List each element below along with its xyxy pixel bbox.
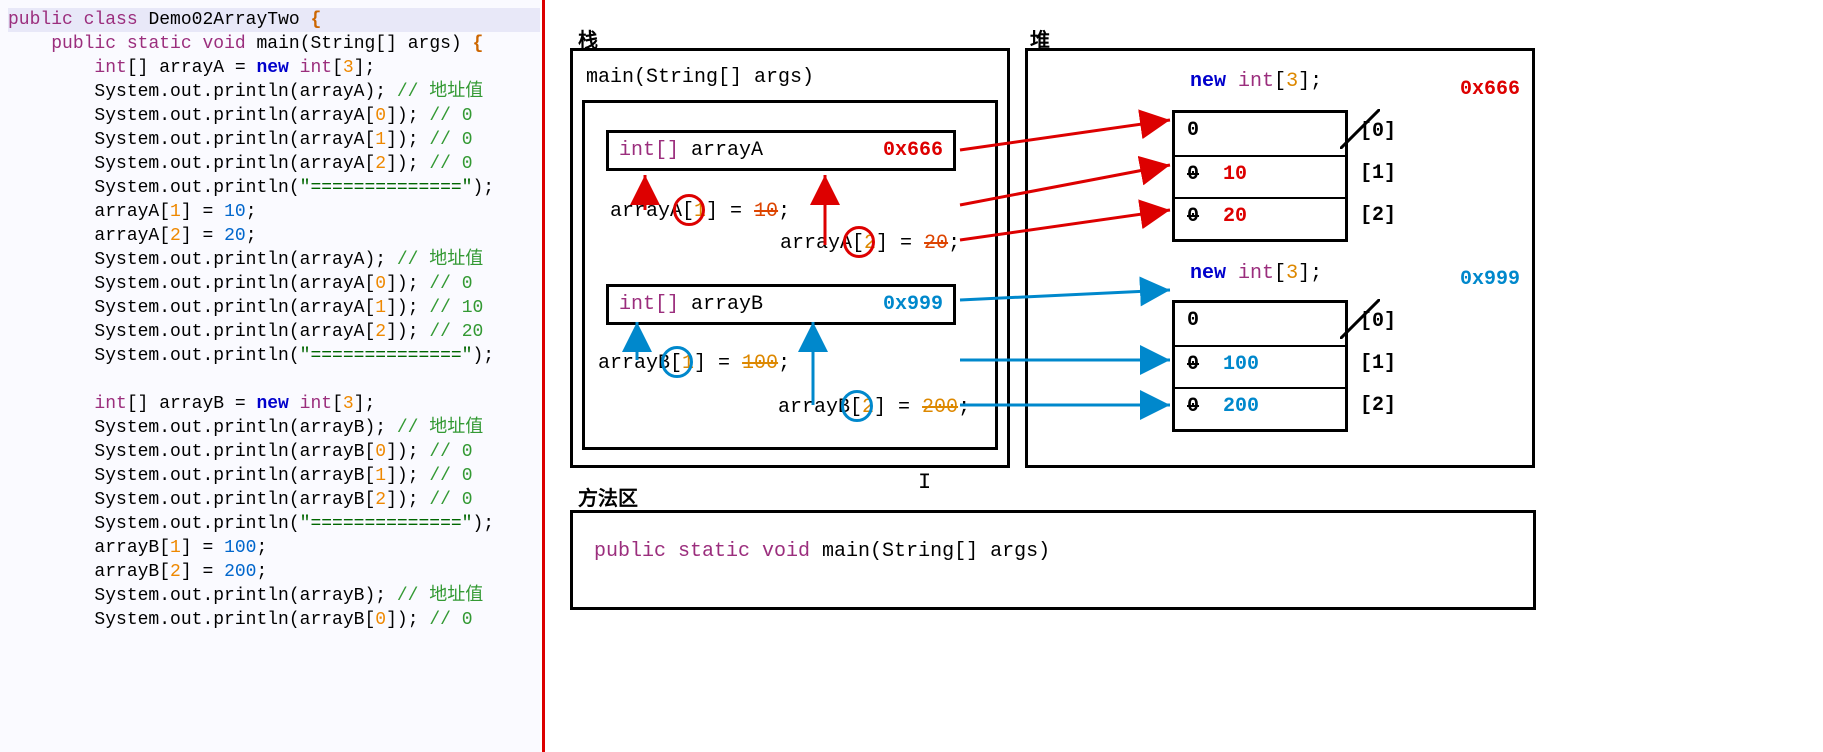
heap-arrA-row1: 0 10	[1175, 155, 1345, 197]
code-line: public class Demo02ArrayTwo {	[8, 8, 540, 32]
assignB1: arrayB[1] = 100;	[598, 352, 790, 375]
method-area-sig: public static void main(String[] args)	[594, 540, 1050, 563]
code-line: System.out.println(arrayA); // 地址值	[8, 248, 540, 272]
heap-arrA-table: 0 0 10 0 20	[1172, 110, 1348, 242]
heap-arrA-row0: 0	[1175, 113, 1345, 155]
vertical-divider	[542, 0, 545, 752]
varB-box: int[] arrayB 0x999	[606, 284, 956, 325]
heap-arrA-row2: 0 20	[1175, 197, 1345, 239]
circle-a2	[843, 226, 875, 258]
code-panel: public class Demo02ArrayTwo { public sta…	[0, 0, 540, 752]
code-line: System.out.println(arrayA[1]); // 0	[8, 128, 540, 152]
heap-arrB-decl: new int[3];	[1190, 262, 1322, 285]
circle-a1	[673, 194, 705, 226]
code-line: System.out.println(arrayA[0]); // 0	[8, 104, 540, 128]
circle-b1	[661, 346, 693, 378]
heap-arrB-row0: 0	[1175, 303, 1345, 345]
varA-box: int[] arrayA 0x666	[606, 130, 956, 171]
varA-addr: 0x666	[883, 139, 943, 162]
varB-name: arrayB	[691, 293, 763, 316]
code-line: int[] arrayB = new int[3];	[8, 392, 540, 416]
heap-arrA-decl: new int[3];	[1190, 70, 1322, 93]
arrB-idx1: [1]	[1360, 352, 1396, 375]
heap-arrB-row2: 0 200	[1175, 387, 1345, 429]
code-line: System.out.println("==============");	[8, 512, 540, 536]
main-signature: main(String[] args)	[586, 66, 814, 89]
code-line: System.out.println(arrayB); // 地址值	[8, 584, 540, 608]
code-line: System.out.println(arrayA[2]); // 20	[8, 320, 540, 344]
code-line: arrayB[1] = 100;	[8, 536, 540, 560]
code-line: int[] arrayA = new int[3];	[8, 56, 540, 80]
code-line: arrayA[1] = 10;	[8, 200, 540, 224]
code-line: arrayB[2] = 200;	[8, 560, 540, 584]
code-line: System.out.println("==============");	[8, 176, 540, 200]
varA-type: int[]	[619, 139, 679, 162]
code-line: System.out.println(arrayB[0]); // 0	[8, 608, 540, 632]
code-line: System.out.println(arrayB); // 地址值	[8, 416, 540, 440]
code-line: arrayA[2] = 20;	[8, 224, 540, 248]
heap-arrB-row1: 0 100	[1175, 345, 1345, 387]
code-line: System.out.println(arrayA[1]); // 10	[8, 296, 540, 320]
code-line: System.out.println(arrayB[1]); // 0	[8, 464, 540, 488]
memory-diagram: 栈 堆 方法区 main(String[] args) int[] arrayA…	[560, 0, 1820, 752]
varB-type: int[]	[619, 293, 679, 316]
code-line: System.out.println(arrayA[2]); // 0	[8, 152, 540, 176]
heap-arrB-table: 0 0 100 0 200	[1172, 300, 1348, 432]
text-cursor-icon: I	[918, 470, 931, 495]
code-line: System.out.println(arrayA[0]); // 0	[8, 272, 540, 296]
code-line: System.out.println(arrayA); // 地址值	[8, 80, 540, 104]
heap-arrA-addr: 0x666	[1460, 78, 1520, 101]
arrA-idx2: [2]	[1360, 204, 1396, 227]
varB-addr: 0x999	[883, 293, 943, 316]
arrB-idx0: [0]	[1360, 310, 1396, 333]
code-line: System.out.println(arrayB[0]); // 0	[8, 440, 540, 464]
arrB-idx2: [2]	[1360, 394, 1396, 417]
arrA-idx0: [0]	[1360, 120, 1396, 143]
code-line: System.out.println(arrayB[2]); // 0	[8, 488, 540, 512]
assignB2: arrayB[2] = 200;	[778, 396, 970, 419]
arrA-idx1: [1]	[1360, 162, 1396, 185]
circle-b2	[841, 390, 873, 422]
code-line: public static void main(String[] args) {	[8, 32, 540, 56]
heap-arrB-addr: 0x999	[1460, 268, 1520, 291]
method-area-label: 方法区	[578, 482, 638, 512]
code-line: System.out.println("==============");	[8, 344, 540, 368]
code-line	[8, 368, 540, 392]
